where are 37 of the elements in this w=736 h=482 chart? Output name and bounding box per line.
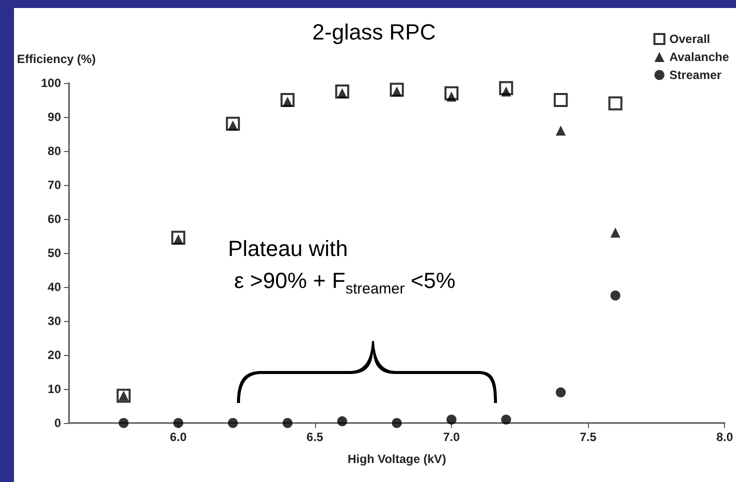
legend-label: Overall [669,32,710,46]
point [118,418,129,428]
chart-title: 2-glass RPC [312,20,436,44]
legend-label: Avalanche [669,50,730,64]
point [556,387,566,398]
y-tick-label: 80 [48,144,62,158]
y-tick-label: 50 [48,246,62,260]
point [501,414,512,425]
y-axis-title: Efficiency (%) [17,52,96,66]
annotation: Plateau with ε >90% + F$_{streamer}$ <5% [228,235,456,300]
point [554,93,568,107]
y-tick-label: 60 [48,212,62,226]
y-tick-label: 100 [40,76,62,90]
y-tick-label: 30 [48,314,62,328]
y-tick-label: 40 [48,280,62,294]
y-tick-label: 90 [48,110,62,124]
x-axis-title: High Voltage (kV) [348,452,446,466]
point [392,418,402,428]
point [173,418,184,428]
point [608,96,622,110]
x-tick-label: 6.5 [306,430,324,444]
y-tick-label: 10 [48,382,62,396]
point [610,228,620,238]
point [610,290,620,300]
point [228,418,238,428]
x-tick-label: 7.0 [443,430,460,444]
point [446,414,456,425]
y-tick-label: 0 [54,416,62,430]
x-tick-label: 8.0 [716,430,734,444]
point [282,418,293,428]
legend-label: Streamer [669,68,722,82]
y-tick-label: 20 [48,348,62,362]
point [556,126,566,136]
y-tick-label: 70 [48,178,62,192]
point [337,416,348,426]
x-tick-label: 6.0 [170,430,187,444]
x-tick-label: 7.5 [580,430,597,444]
